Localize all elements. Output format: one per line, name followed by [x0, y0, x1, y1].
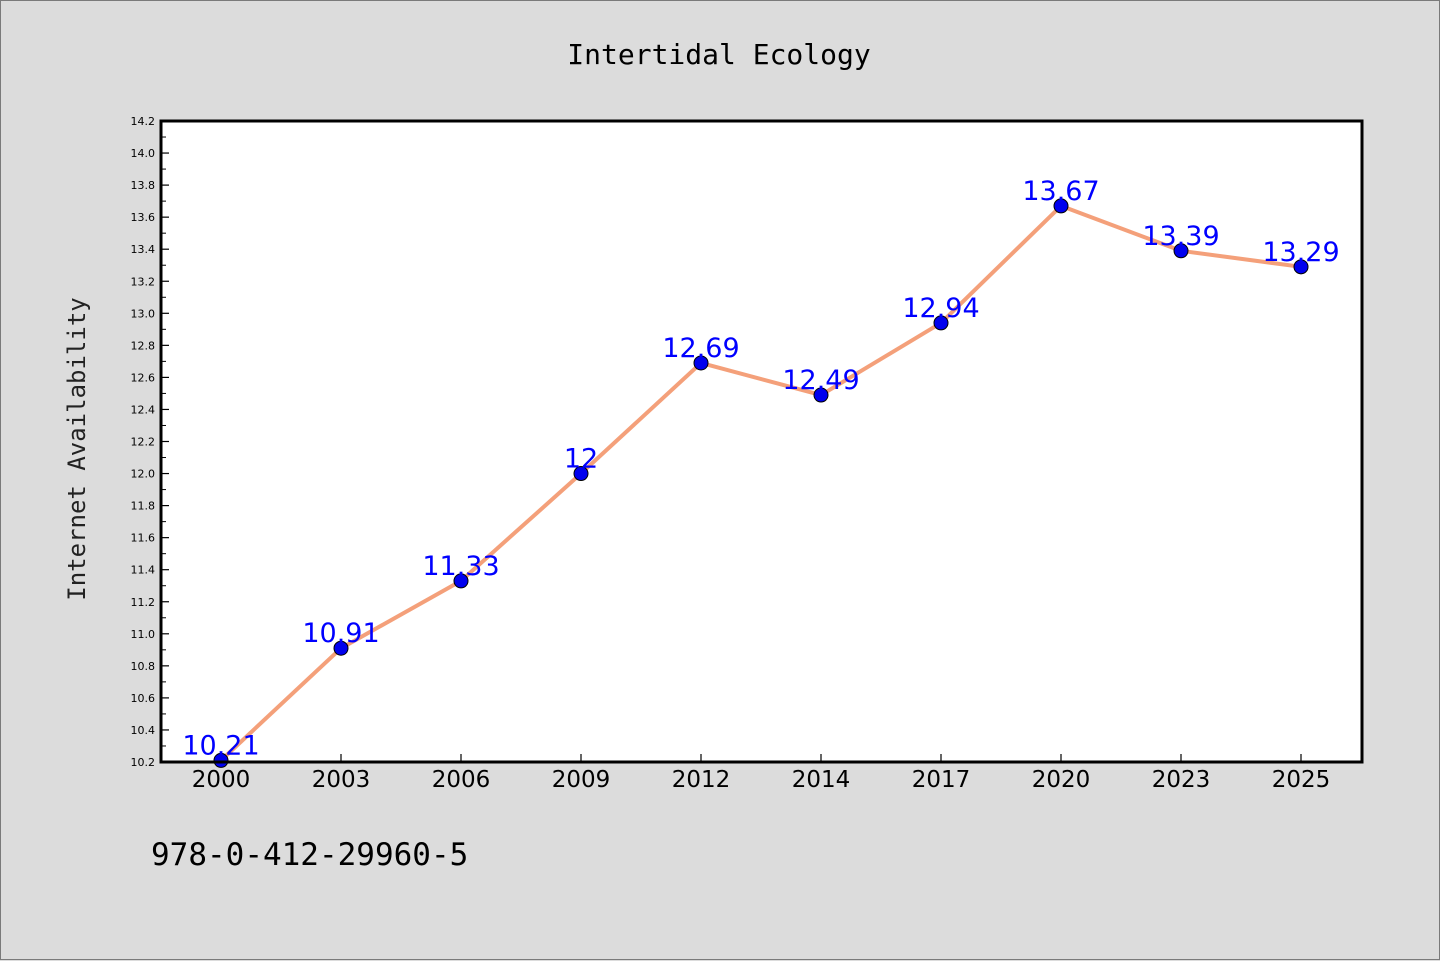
- x-tick-label: 2003: [312, 767, 371, 793]
- x-tick-label: 2014: [792, 767, 851, 793]
- data-label: 13.29: [1262, 237, 1339, 268]
- data-label: 12.69: [662, 333, 739, 364]
- axis-ticks: 10.2 10.4 10.6 10.8 11.0 11.2 11.4 11.6 11.8 12.0…: [131, 115, 1331, 793]
- x-tick-label: 2000: [192, 767, 251, 793]
- x-tick-label: 2025: [1272, 767, 1331, 793]
- footer-text: 978-0-412-29960-5: [151, 837, 468, 873]
- data-point: [333, 640, 349, 656]
- y-tick-label: 11.6: [131, 532, 156, 545]
- plot-border: [159, 119, 1364, 764]
- y-tick-label: 13.4: [131, 243, 156, 256]
- y-tick-label: 11.2: [131, 596, 156, 609]
- y-tick-label: 10.4: [131, 724, 156, 737]
- x-tick-label: 2006: [432, 767, 491, 793]
- data-label: 10.91: [302, 618, 379, 649]
- y-tick-label: 14.2: [131, 115, 156, 128]
- x-tick-label: 2017: [912, 767, 971, 793]
- series-layer: 10.21 10.91 11.33 12 12.69 12.49 12.94 13.67 13.…: [182, 176, 1340, 768]
- data-point: [1173, 243, 1189, 259]
- data-label: 13.67: [1022, 176, 1099, 207]
- plot-area: [161, 121, 1362, 762]
- data-point: [693, 355, 709, 371]
- data-label: 12: [564, 444, 598, 475]
- x-tick-label: 2023: [1152, 767, 1211, 793]
- series-line: [219, 203, 1302, 762]
- y-tick-label: 10.6: [131, 692, 156, 705]
- data-label: 12.49: [782, 365, 859, 396]
- data-label: 11.33: [422, 551, 499, 582]
- data-point: [813, 387, 829, 403]
- y-tick-label: 12.4: [131, 403, 156, 416]
- data-label: 10.21: [182, 730, 259, 761]
- data-label: 13.39: [1142, 221, 1219, 252]
- chart-title: Intertidal Ecology: [567, 38, 870, 71]
- data-point: [213, 752, 229, 768]
- x-tick-label: 2020: [1032, 767, 1091, 793]
- y-tick-label: 13.2: [131, 275, 156, 288]
- y-tick-label: 11.8: [131, 500, 156, 513]
- data-point: [933, 315, 949, 331]
- y-axis-label: Internet Availability: [63, 297, 91, 600]
- y-tick-label: 12.8: [131, 339, 156, 352]
- data-label: 12.94: [902, 293, 979, 324]
- y-tick-label: 11.0: [131, 628, 156, 641]
- y-tick-label: 10.2: [131, 756, 156, 769]
- y-tick-label: 13.6: [131, 211, 156, 224]
- y-tick-label: 12.6: [131, 371, 156, 384]
- data-point: [1293, 259, 1309, 275]
- y-tick-label: 12.0: [131, 468, 156, 481]
- data-point: [573, 466, 589, 482]
- y-tick-label: 13.0: [131, 307, 156, 320]
- y-tick-label: 14.0: [131, 147, 156, 160]
- y-tick-label: 10.8: [131, 660, 156, 673]
- y-tick-label: 11.4: [131, 564, 156, 577]
- y-tick-label: 13.8: [131, 179, 156, 192]
- y-tick-label: 12.2: [131, 436, 156, 449]
- data-point: [1053, 198, 1069, 214]
- data-point: [453, 573, 469, 589]
- x-tick-label: 2009: [552, 767, 611, 793]
- x-tick-label: 2012: [672, 767, 731, 793]
